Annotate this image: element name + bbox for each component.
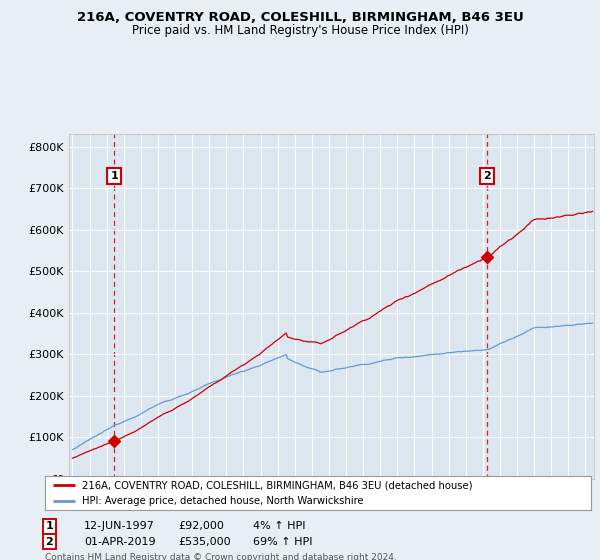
Text: 01-APR-2019: 01-APR-2019 [84, 536, 155, 547]
Text: HPI: Average price, detached house, North Warwickshire: HPI: Average price, detached house, Nort… [82, 496, 364, 506]
Text: 69% ↑ HPI: 69% ↑ HPI [253, 536, 313, 547]
Text: 12-JUN-1997: 12-JUN-1997 [84, 521, 155, 531]
Text: 1: 1 [46, 521, 53, 531]
Text: £92,000: £92,000 [178, 521, 224, 531]
Text: 216A, COVENTRY ROAD, COLESHILL, BIRMINGHAM, B46 3EU (detached house): 216A, COVENTRY ROAD, COLESHILL, BIRMINGH… [82, 480, 473, 490]
Text: £535,000: £535,000 [178, 536, 231, 547]
Text: Contains HM Land Registry data © Crown copyright and database right 2024.
This d: Contains HM Land Registry data © Crown c… [45, 553, 397, 560]
Text: 2: 2 [46, 536, 53, 547]
Text: 4% ↑ HPI: 4% ↑ HPI [253, 521, 306, 531]
Text: Price paid vs. HM Land Registry's House Price Index (HPI): Price paid vs. HM Land Registry's House … [131, 24, 469, 36]
Text: 2: 2 [483, 171, 491, 181]
Text: 216A, COVENTRY ROAD, COLESHILL, BIRMINGHAM, B46 3EU: 216A, COVENTRY ROAD, COLESHILL, BIRMINGH… [77, 11, 523, 24]
Text: 1: 1 [110, 171, 118, 181]
